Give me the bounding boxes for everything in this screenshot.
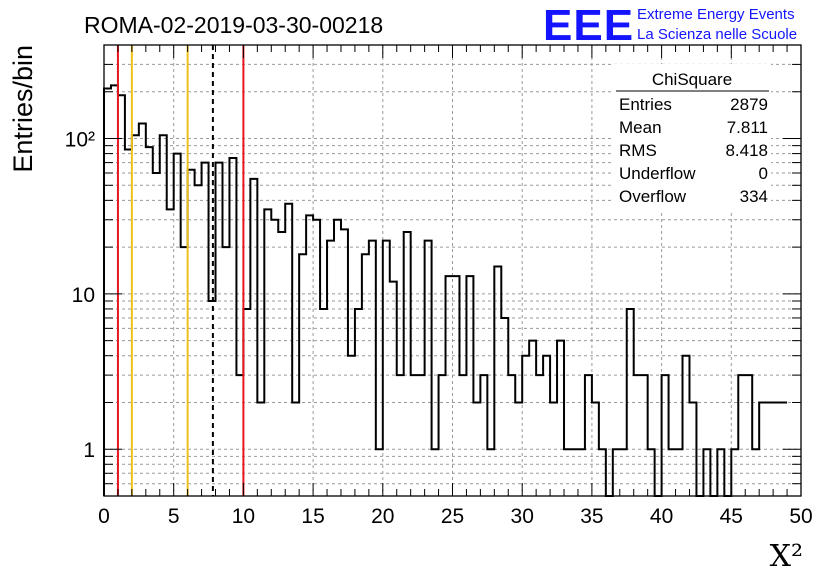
- x-tick-label: 15: [301, 505, 324, 528]
- histogram: [103, 84, 788, 497]
- stats-value-mean: 7.811: [727, 118, 768, 137]
- eee-logo: EEE Extreme Energy Events La Scienza nel…: [543, 1, 797, 50]
- x-tick-label: 50: [789, 505, 812, 528]
- logo-line-2: La Scienza nelle Scuole: [637, 26, 797, 43]
- stats-value-overflow: 334: [740, 187, 768, 206]
- x-tick-label: 0: [98, 505, 110, 528]
- chart-title: ROMA-02-2019-03-30-00218: [84, 12, 383, 38]
- stats-title: ChiSquare: [652, 70, 732, 89]
- stats-label-overflow: Overflow: [619, 187, 687, 206]
- stats-value-entries: 2879: [730, 95, 768, 114]
- stats-box-background: [614, 64, 771, 212]
- logo-mark: EEE: [543, 1, 634, 50]
- y-tick-label: 1: [83, 439, 95, 462]
- stats-label-entries: Entries: [619, 95, 672, 114]
- y-axis-label: Entries/bin: [8, 45, 38, 173]
- x-tick-label: 45: [720, 505, 743, 528]
- x-tick-label: 40: [650, 505, 673, 528]
- x-tick-label: 10: [232, 505, 255, 528]
- marker-lines: [116, 45, 245, 496]
- x-tick-label: 30: [511, 505, 534, 528]
- y-tick-label: 10²: [65, 129, 95, 152]
- stats-box: ChiSquare Entries 2879 Mean 7.811 RMS 8.…: [614, 64, 771, 212]
- stats-value-rms: 8.418: [725, 141, 768, 160]
- axis-ticks: 0 5 10 15 20 25 30 35 40 45 50 1 10 10²: [65, 45, 813, 528]
- x-tick-label: 35: [580, 505, 603, 528]
- stats-value-underflow: 0: [759, 164, 768, 183]
- logo-line-1: Extreme Energy Events: [637, 6, 795, 23]
- y-tick-label: 10: [72, 284, 95, 307]
- histogram-outline: [103, 84, 788, 497]
- x-axis-label: X²: [770, 539, 803, 572]
- stats-label-rms: RMS: [619, 141, 657, 160]
- x-tick-label: 25: [441, 505, 464, 528]
- x-tick-label: 5: [168, 505, 180, 528]
- stats-label-underflow: Underflow: [619, 164, 696, 183]
- x-tick-label: 20: [371, 505, 394, 528]
- stats-label-mean: Mean: [619, 118, 662, 137]
